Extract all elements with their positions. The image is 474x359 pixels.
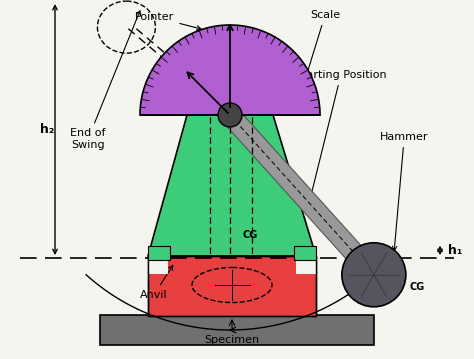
Text: Scale: Scale xyxy=(305,10,340,76)
Text: Hammer: Hammer xyxy=(380,132,428,251)
Text: CG: CG xyxy=(243,230,258,240)
Circle shape xyxy=(218,103,242,127)
Text: Starting Position: Starting Position xyxy=(295,70,387,199)
Polygon shape xyxy=(140,25,320,115)
Bar xyxy=(148,246,170,260)
Bar xyxy=(148,256,316,316)
Text: Pointer: Pointer xyxy=(135,12,201,30)
Text: Specimen: Specimen xyxy=(204,335,260,345)
Bar xyxy=(294,246,316,260)
Bar xyxy=(100,315,374,345)
Bar xyxy=(148,256,316,316)
Text: h₁: h₁ xyxy=(448,244,462,257)
Circle shape xyxy=(342,243,406,307)
Polygon shape xyxy=(148,115,316,256)
Text: h₂: h₂ xyxy=(40,123,54,136)
Text: CG: CG xyxy=(410,282,425,292)
Text: Anvil: Anvil xyxy=(140,265,173,300)
Polygon shape xyxy=(223,108,381,281)
Bar xyxy=(296,256,316,274)
Text: End of
Swing: End of Swing xyxy=(70,11,140,150)
Bar xyxy=(148,256,168,274)
